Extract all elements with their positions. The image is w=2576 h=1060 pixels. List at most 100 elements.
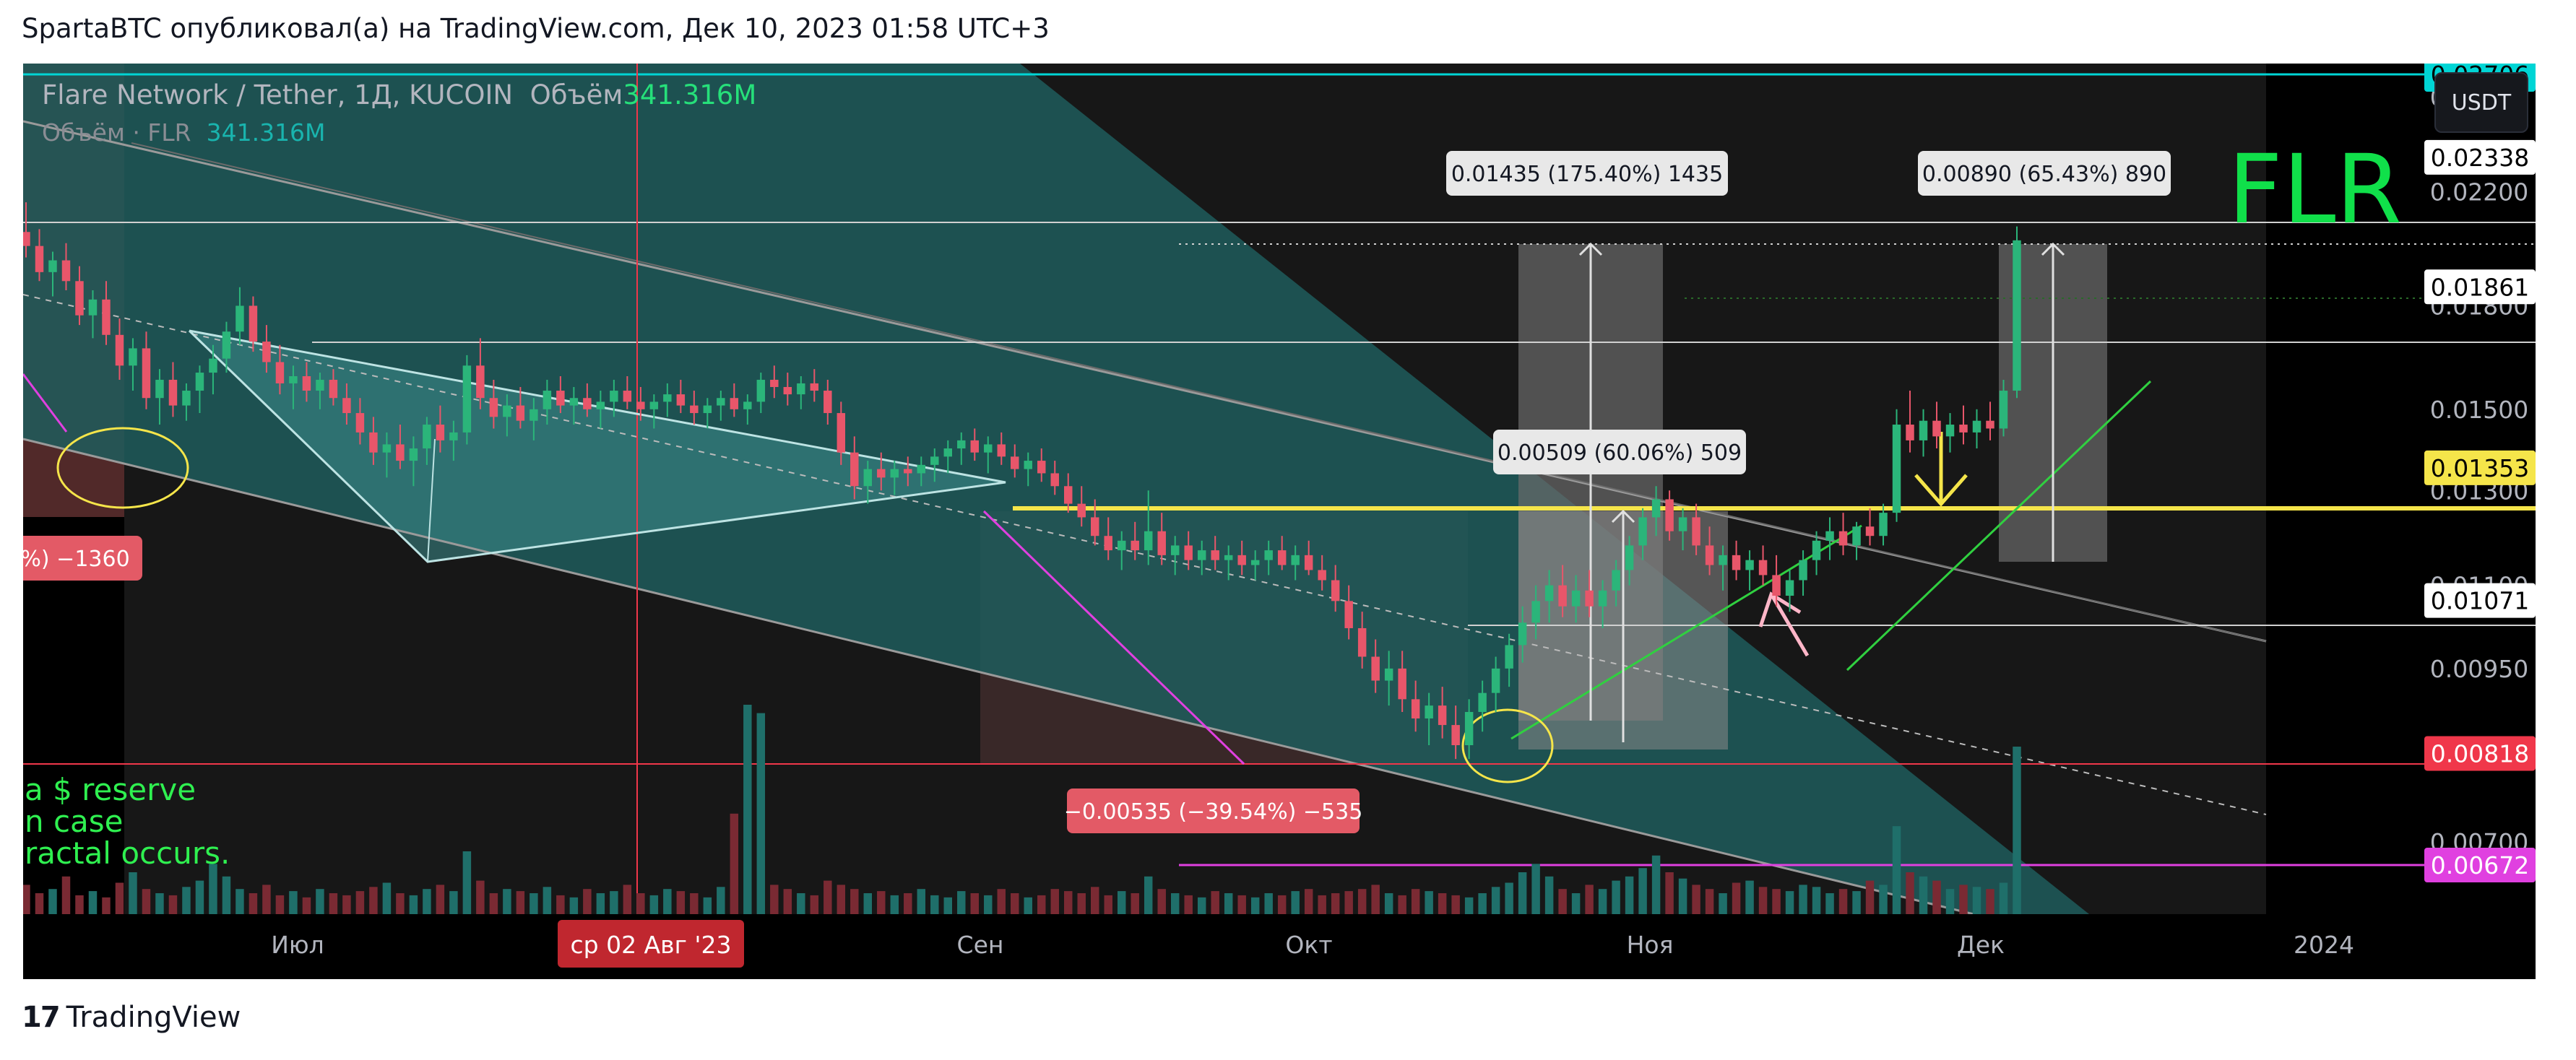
candle (997, 432, 1006, 465)
candle (1211, 536, 1219, 570)
candle-body (1825, 531, 1834, 541)
volume-bar (676, 891, 686, 914)
price-label-text: 0.00672 (2431, 851, 2529, 879)
volume-bar (2013, 747, 2021, 914)
volume-bar (289, 891, 298, 914)
candle-body (583, 398, 592, 409)
candle-body (610, 391, 618, 402)
candle (1705, 526, 1714, 575)
candle-body (1478, 692, 1487, 713)
volume-bar (1117, 891, 1126, 914)
measure-label: −0.00535 (−39.54%) −535 (1064, 789, 1362, 833)
volume-bar (1131, 893, 1139, 914)
candle (396, 425, 405, 469)
candle-body (476, 365, 485, 399)
candle (23, 202, 30, 258)
volume-bar (1892, 826, 1901, 914)
candle-body (997, 444, 1006, 457)
candle-body (596, 401, 605, 409)
price-label-text: 0.01861 (2431, 273, 2529, 301)
candle-body (462, 365, 472, 433)
candle-body (636, 401, 645, 409)
candle-body (1011, 456, 1019, 469)
candle (1838, 513, 1848, 555)
volume-bar (182, 887, 191, 914)
candle-body (1705, 545, 1714, 565)
candle (1879, 503, 1888, 546)
candle-body (329, 379, 338, 399)
volume-bar (810, 895, 819, 914)
volume-bar (155, 893, 164, 914)
chart-area[interactable]: 0.026000.022000.018000.015000.013000.011… (23, 64, 2536, 979)
volume-bar (543, 887, 552, 914)
candle-body (1719, 555, 1727, 565)
magenta-line-left (23, 373, 68, 433)
symbol-legend[interactable]: Flare Network / Tether, 1Д, KUCOIN Объём… (42, 79, 756, 110)
candle (1451, 705, 1460, 760)
candle-body (88, 299, 98, 316)
volume-bar (556, 895, 565, 914)
volume-bar (88, 891, 98, 914)
volume-bar (1719, 893, 1727, 914)
volume-bar (1224, 893, 1233, 914)
volume-bar (1451, 895, 1460, 914)
symbol-title[interactable]: Flare Network / Tether, 1Д, KUCOIN (42, 79, 514, 110)
volume-legend[interactable]: Объём · FLR 341.316M (42, 118, 326, 147)
footer-logo[interactable]: 17 TradingView (22, 1001, 241, 1034)
candle-body (489, 398, 498, 417)
candle (569, 386, 579, 425)
volume-bar (1011, 893, 1019, 914)
candle-body (1518, 622, 1527, 646)
candle-body (1064, 486, 1073, 504)
candle (877, 452, 886, 491)
pink-arrow-head (1758, 591, 1802, 627)
volume-bar (837, 885, 846, 914)
candle (730, 383, 739, 417)
candle-body (1692, 517, 1700, 546)
time-tick-label: Июл (271, 931, 324, 959)
volume-bar (1064, 891, 1073, 914)
candle-body (1932, 420, 1941, 437)
volume-bar (717, 887, 725, 914)
candle (1906, 391, 1914, 453)
volume-bar (23, 885, 30, 914)
candle-body (1571, 590, 1581, 607)
volume-bar (436, 885, 445, 914)
candle (1799, 550, 1807, 596)
price-label: 0.01071 (2424, 583, 2536, 618)
measure-label: 0.00890 (65.43%) 890 (1918, 151, 2171, 196)
candle-body (382, 444, 392, 453)
price-label-box (2424, 450, 2536, 485)
volume-bar (449, 891, 458, 914)
candle (1104, 517, 1112, 560)
volume-bar (1250, 897, 1260, 914)
candle-body (1945, 425, 1955, 437)
volume-bar (1612, 880, 1620, 914)
measure-label-box (1493, 430, 1746, 474)
candle (1892, 409, 1901, 522)
volume-bar (1758, 887, 1768, 914)
candle (302, 362, 311, 402)
candle-body (1758, 560, 1768, 575)
candle (316, 373, 324, 409)
yellow-circle-mid (1461, 708, 1554, 783)
candle-body (1184, 545, 1193, 560)
candle (1865, 508, 1875, 546)
volume-bar (409, 895, 418, 914)
candle-body (1170, 545, 1180, 555)
candle (1612, 560, 1620, 607)
price-label-text: 0.00818 (2431, 739, 2529, 768)
volume-bar (1411, 889, 1420, 914)
volume-bar (1077, 893, 1086, 914)
quote-currency-button[interactable]: USDT (2434, 72, 2528, 133)
candle-body (1264, 550, 1273, 560)
candle (1745, 550, 1754, 591)
candle-body (1986, 420, 1994, 429)
candle (329, 369, 338, 406)
candle (289, 365, 298, 409)
volume-bar (1932, 880, 1941, 914)
measure-label-box (1446, 151, 1728, 196)
candle-body (1318, 570, 1326, 581)
price-tick-label: 0.02200 (2430, 178, 2528, 207)
price-chart[interactable]: 0.026000.022000.018000.015000.013000.011… (23, 64, 2536, 979)
